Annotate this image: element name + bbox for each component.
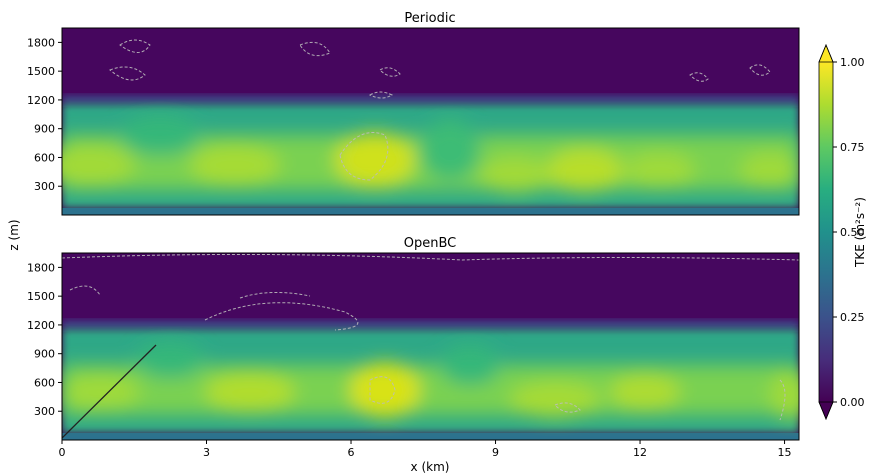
x-tick-label: 0 xyxy=(59,446,66,459)
y-tick-label: 1800 xyxy=(27,36,55,49)
colorbar: 0.00 0.25 0.50 0.75 1.00 TKE (m²s⁻²) xyxy=(818,43,867,421)
x-axis-openbc: 0 3 6 9 12 15 xyxy=(59,440,792,459)
x-tick-label: 9 xyxy=(492,446,499,459)
x-axis-label: x (km) xyxy=(411,460,450,474)
y-tick-label: 900 xyxy=(34,348,55,361)
y-tick-label: 1500 xyxy=(27,290,55,303)
plot-frame-openbc xyxy=(61,252,800,441)
y-tick-label: 600 xyxy=(34,376,55,389)
tke-field-periodic xyxy=(62,28,799,215)
y-axis-periodic: 300 600 900 1200 1500 1800 xyxy=(27,36,62,193)
colorbar-gradient xyxy=(819,62,833,402)
panel-openbc: OpenBC 300 600 900 1200 1500 1800 0 3 6 9 12 15 xyxy=(27,236,800,459)
diagonal-line xyxy=(62,344,157,439)
colorbar-extend-max xyxy=(818,43,834,63)
colorbar-tick-label: 0.50 xyxy=(840,226,865,239)
y-tick-label: 1200 xyxy=(27,319,55,332)
x-tick-label: 15 xyxy=(778,446,792,459)
panel-periodic: Periodic 300 600 900 1200 1500 1800 xyxy=(27,11,800,216)
y-tick-label: 300 xyxy=(34,405,55,418)
colorbar-label: TKE (m²s⁻²) xyxy=(853,197,867,268)
x-tick-label: 6 xyxy=(348,446,355,459)
y-tick-label: 1200 xyxy=(27,94,55,107)
colorbar-tick-label: 0.00 xyxy=(840,396,865,409)
panel-title-periodic: Periodic xyxy=(404,11,455,26)
y-tick-label: 300 xyxy=(34,180,55,193)
colorbar-tick-label: 1.00 xyxy=(840,56,865,69)
panel-title-openbc: OpenBC xyxy=(404,236,457,251)
x-tick-label: 3 xyxy=(203,446,210,459)
plot-frame-periodic xyxy=(61,27,800,216)
colorbar-tick-label: 0.75 xyxy=(840,141,865,154)
colorbar-tick-label: 0.25 xyxy=(840,311,865,324)
y-tick-label: 900 xyxy=(34,123,55,136)
y-axis-label: z (m) xyxy=(7,219,21,250)
y-tick-label: 600 xyxy=(34,151,55,164)
y-tick-label: 1500 xyxy=(27,65,55,78)
tke-field-openbc xyxy=(62,253,799,440)
x-tick-label: 12 xyxy=(633,446,647,459)
colorbar-extend-min xyxy=(818,401,834,421)
y-axis-openbc: 300 600 900 1200 1500 1800 xyxy=(27,261,62,418)
y-tick-label: 1800 xyxy=(27,261,55,274)
